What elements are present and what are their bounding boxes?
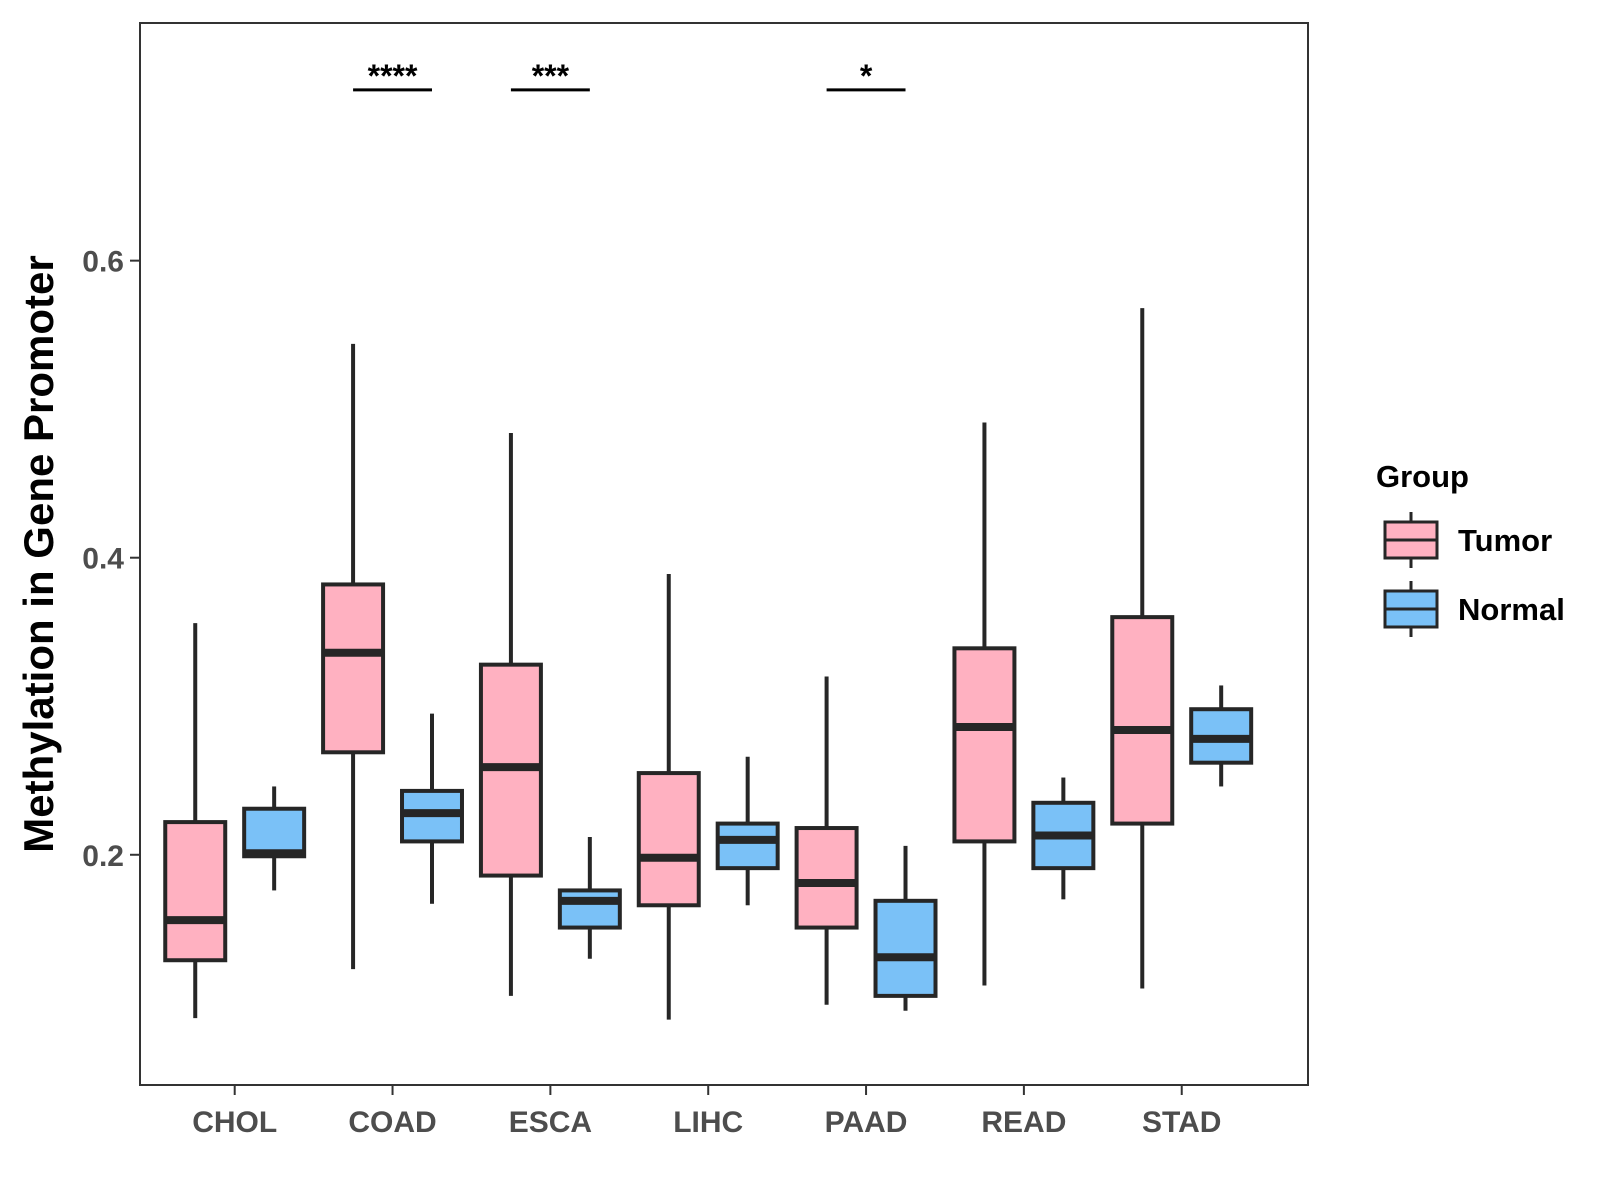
legend-items: Tumor Normal [1383,512,1565,637]
box-chol-tumor [163,623,228,1019]
box-coad-normal [400,713,464,904]
y-axis: 0.2 0.4 0.6 [82,246,140,873]
box-body-stad-tumor [1110,615,1175,826]
panel-background [140,23,1308,1085]
box-read-normal [1031,777,1096,900]
box-paad-normal [873,845,938,1011]
box-lihc-normal [715,756,780,906]
x-tick-label-stad: STAD [1142,1106,1221,1139]
box-esca-normal [557,836,622,959]
significance-label-esca: *** [532,58,570,94]
box-body-lihc-tumor [636,771,701,908]
x-tick-label-read: READ [981,1106,1066,1139]
significance-label-paad: * [860,58,873,94]
box-esca-tumor [478,432,543,996]
box-chol-normal [242,786,307,891]
legend-title: Group [1376,459,1469,494]
box-body-coad-tumor [321,582,386,755]
box-lihc-tumor [636,574,701,1020]
legend-item-normal: Normal [1383,581,1565,637]
x-tick-label-paad: PAAD [825,1106,908,1139]
legend-label-tumor: Tumor [1458,523,1552,558]
x-axis: CHOL COAD ESCA LIHC PAAD READ STAD [192,1085,1221,1139]
box-coad-tumor [321,343,386,970]
box-stad-tumor [1110,308,1175,989]
y-tick-label-0.2: 0.2 [82,840,124,873]
y-tick-label-0.4: 0.4 [82,543,124,576]
x-tick-label-coad: COAD [348,1106,436,1139]
box-body-esca-normal [557,888,622,930]
y-axis-title: Methylation in Gene Promoter [15,255,62,852]
significance-annotations: **** *** * [353,58,906,94]
box-read-tumor [952,422,1017,986]
legend: Group Tumor Normal [1376,459,1565,637]
box-body-paad-normal [873,898,938,998]
box-body-read-tumor [952,646,1017,844]
box-body-chol-normal [242,806,307,859]
legend-label-normal: Normal [1458,592,1565,627]
legend-item-tumor: Tumor [1383,512,1552,568]
x-tick-label-lihc: LIHC [673,1106,743,1139]
y-tick-label-0.6: 0.6 [82,246,124,279]
panel-border [139,22,1309,1086]
box-body-paad-tumor [794,826,859,930]
x-tick-label-chol: CHOL [192,1106,277,1139]
x-tick-label-esca: ESCA [509,1106,592,1139]
box-paad-tumor [794,676,859,1005]
box-stad-normal [1189,685,1254,787]
box-body-lihc-normal [715,821,780,871]
boxes-layer [163,308,1254,1020]
significance-label-coad: **** [368,58,418,94]
box-body-chol-tumor [163,820,228,963]
